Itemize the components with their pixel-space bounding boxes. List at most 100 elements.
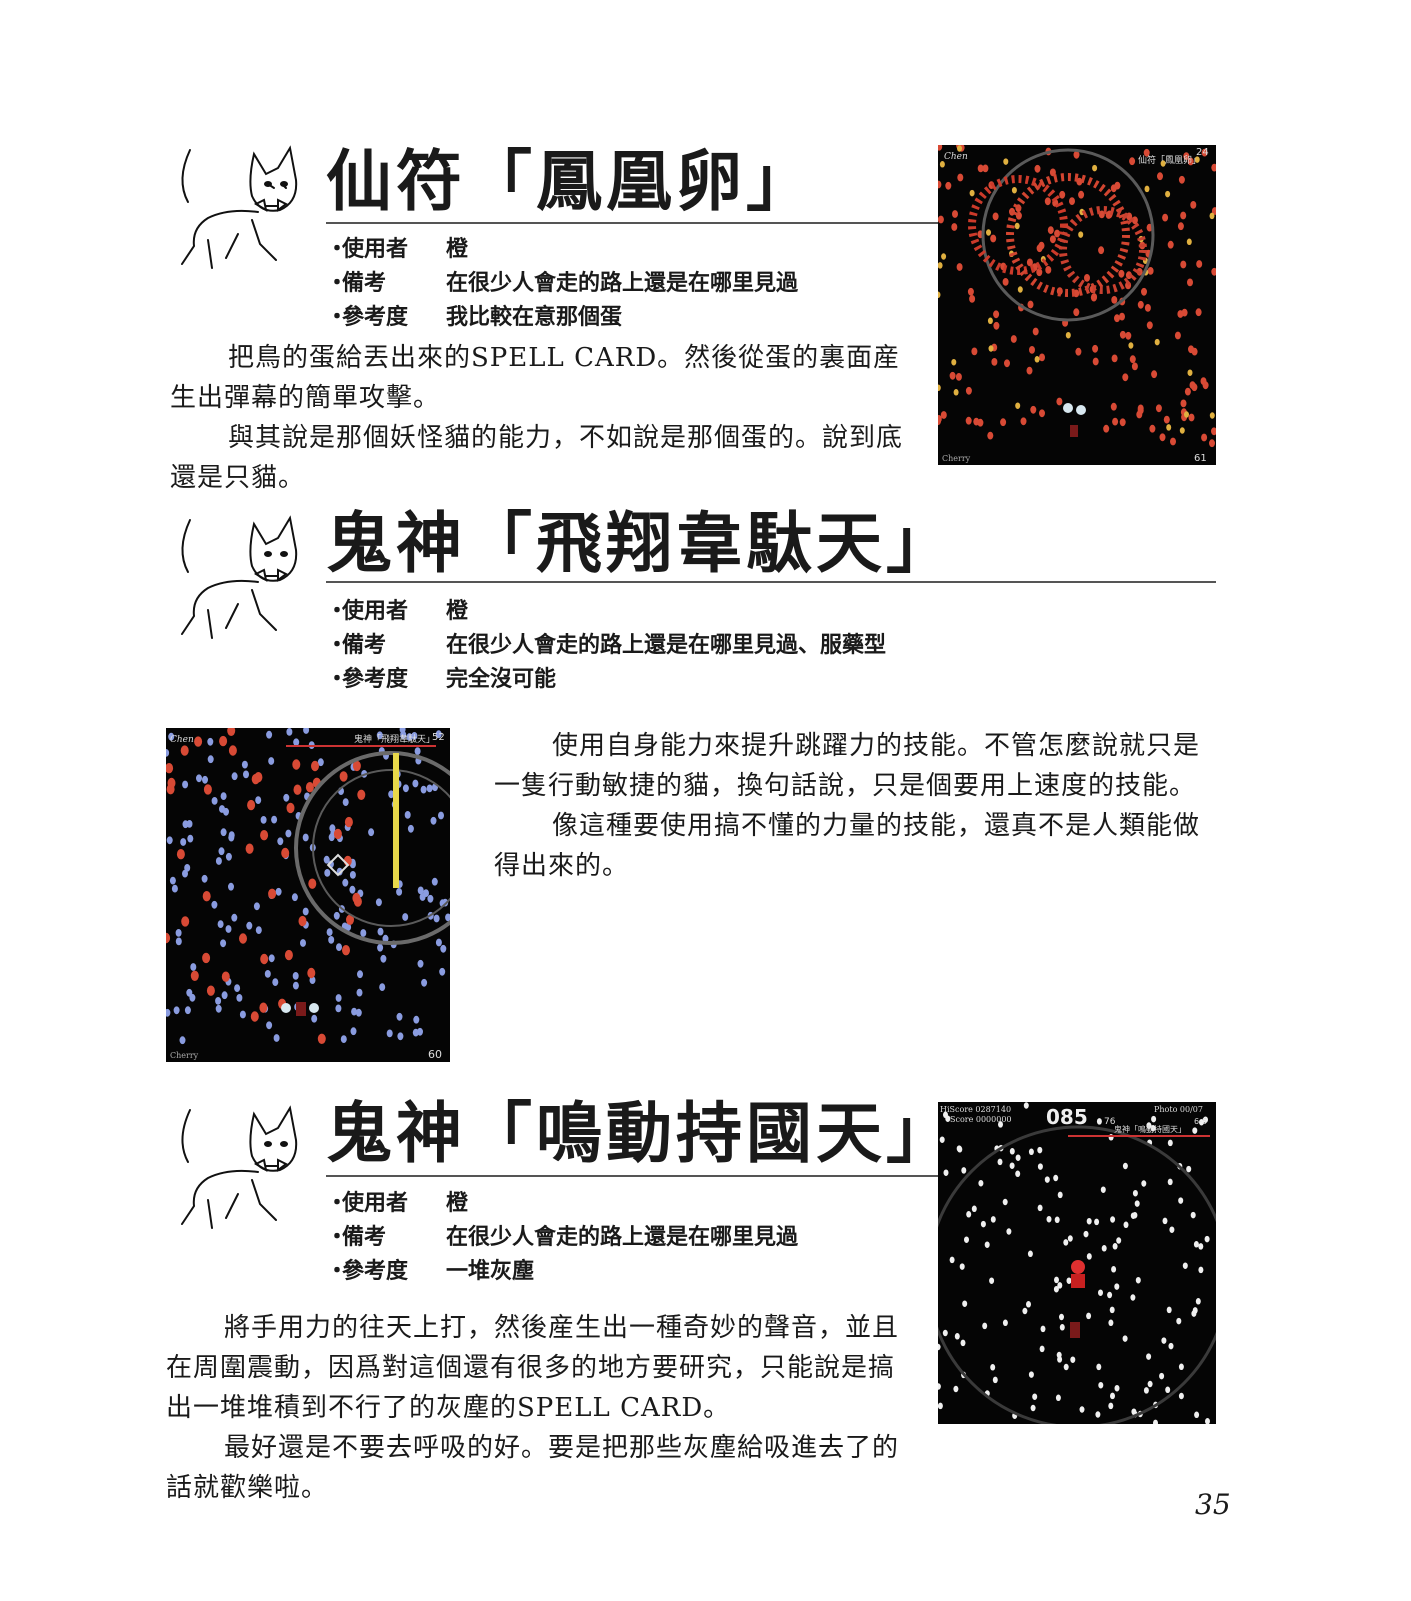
bullet-sprite: [218, 847, 225, 856]
bullet-sprite: [1178, 1197, 1184, 1204]
bullet-sprite: [1010, 335, 1017, 343]
bullet-sprite: [239, 933, 247, 944]
bullet-sprite: [201, 874, 208, 883]
bullet-sprite: [231, 913, 238, 922]
bullet-sprite: [1122, 1162, 1128, 1170]
bullet-sprite: [342, 945, 350, 956]
bullet-sprite: [1092, 164, 1098, 172]
bullet-sprite: [1015, 1154, 1021, 1161]
bullet-sprite: [1036, 268, 1043, 277]
bullet-sprite: [1063, 1363, 1069, 1371]
info-label: 使用者: [342, 237, 409, 262]
bullet-sprite: [184, 1006, 191, 1015]
bullet-sprite: [190, 970, 199, 981]
bullet-sprite: [938, 1343, 941, 1351]
bullet-sprite: [940, 411, 947, 419]
bullet-sprite: [1122, 1335, 1128, 1342]
bullet-sprite: [938, 180, 942, 189]
bullet-sprite: [1176, 1317, 1182, 1325]
bullet-sprite: [1044, 1176, 1050, 1183]
bullet-sprite: [987, 317, 993, 325]
bullet-sprite: [396, 1012, 403, 1021]
bullet-sprite: [445, 913, 450, 922]
bullet-sprite: [353, 896, 362, 907]
bullet-sprite: [1037, 1204, 1043, 1212]
bullet-sprite: [1194, 156, 1200, 163]
bullet-sprite: [268, 757, 275, 765]
bullet-sprite: [1083, 1230, 1089, 1238]
bullet-sprite: [1095, 1411, 1101, 1418]
counter-bottom: 60: [428, 1048, 442, 1061]
bullet-sprite: [980, 1220, 986, 1228]
bullet-sprite: [1002, 1319, 1008, 1327]
bullet-sprite: [223, 807, 229, 816]
bullet-sprite: [220, 939, 227, 948]
bullet-sprite: [1154, 338, 1160, 346]
bullet-sprite: [938, 262, 943, 269]
bullet-sprite: [1053, 1174, 1059, 1182]
bullet-sprite: [228, 882, 234, 891]
bullet-sprite: [1122, 373, 1129, 382]
bullet-sprite: [1037, 1163, 1043, 1170]
spell-title: 仙符「鳳凰卵」: [326, 142, 816, 220]
bullet-sprite: [169, 876, 176, 885]
bullet-sprite: [960, 1339, 966, 1347]
bullet-sprite: [1195, 1298, 1201, 1305]
bullet-sprite: [293, 784, 302, 795]
bullet-sprite: [275, 887, 282, 896]
bullet-sprite: [1098, 246, 1105, 255]
bullet-sprite: [439, 967, 446, 976]
bullet-sprite: [1179, 427, 1185, 434]
bullet-sprite: [1157, 172, 1163, 181]
bullet-sprite: [1015, 402, 1021, 409]
bullet-sprite: [1146, 1122, 1152, 1129]
bullet-sprite: [1199, 1118, 1204, 1126]
paragraph: 將手用力的往天上打，然後産生出一種奇妙的聲音，並且在周圍震動，因爲對這個還有很多…: [166, 1313, 900, 1423]
boss-name: Chen: [944, 152, 968, 162]
bullet-sprite: [1026, 258, 1033, 267]
bullet-sprite: [377, 943, 384, 952]
bullet-sprite: [1014, 222, 1020, 230]
bullet-sprite: [956, 1145, 962, 1152]
bullet-sprite: [1075, 347, 1082, 356]
bullet-sprite: [379, 983, 386, 991]
bullet-sprite: [426, 784, 433, 793]
info-label: 參考度: [342, 305, 409, 330]
bullet-sprite: [180, 838, 187, 846]
bullet-sprite: [967, 287, 974, 296]
bullet-sprite: [217, 920, 224, 928]
bullet-sprite: [1114, 1384, 1120, 1392]
bullet-sprite: [357, 970, 363, 979]
bullet-sprite: [1057, 1282, 1063, 1289]
bullet-sprite: [247, 799, 256, 811]
paragraph: 最好還是不要去呼吸的好。要是把那些灰塵給吸進去了的話就歡樂啦。: [166, 1433, 900, 1503]
paragraph: 像這種要使用搞不懂的力量的技能，還真不是人類能做得出來的。: [494, 811, 1201, 881]
bullet-sprite: [368, 828, 375, 837]
bullet-sprite: [215, 1004, 222, 1013]
bullet-sprite: [260, 953, 269, 965]
bullet-sprite: [1137, 300, 1144, 309]
bullet-sprite: [1211, 267, 1216, 276]
bullet-sprite: [1084, 274, 1090, 282]
bullet-sprite: [987, 431, 994, 440]
bullet-sprite: [166, 932, 171, 944]
bullet-sprite: [1135, 1276, 1141, 1284]
bullet-sprite: [375, 898, 382, 907]
bullet-sprite: [982, 1322, 988, 1330]
spell-card-name: 鬼神「飛翔韋駄天」: [354, 733, 435, 745]
bullet-sprite: [292, 981, 299, 990]
counter-top: 52: [432, 732, 445, 743]
bullet-sprite: [956, 263, 963, 271]
bullet-sprite: [207, 755, 214, 764]
bullet-sprite: [400, 730, 407, 739]
bullet-sprite: [194, 736, 203, 747]
bullet-sprite: [253, 902, 260, 911]
bullet-sprite: [1118, 269, 1125, 278]
bullet-sprite: [1162, 213, 1169, 222]
bullet-sprite: [1186, 238, 1192, 246]
bullet-sprite: [1000, 418, 1007, 427]
bullet-sprite: [435, 730, 442, 739]
bullet-sprite: [951, 223, 958, 231]
bullet-sprite: [215, 857, 222, 865]
bullet-sprite: [1026, 366, 1033, 375]
